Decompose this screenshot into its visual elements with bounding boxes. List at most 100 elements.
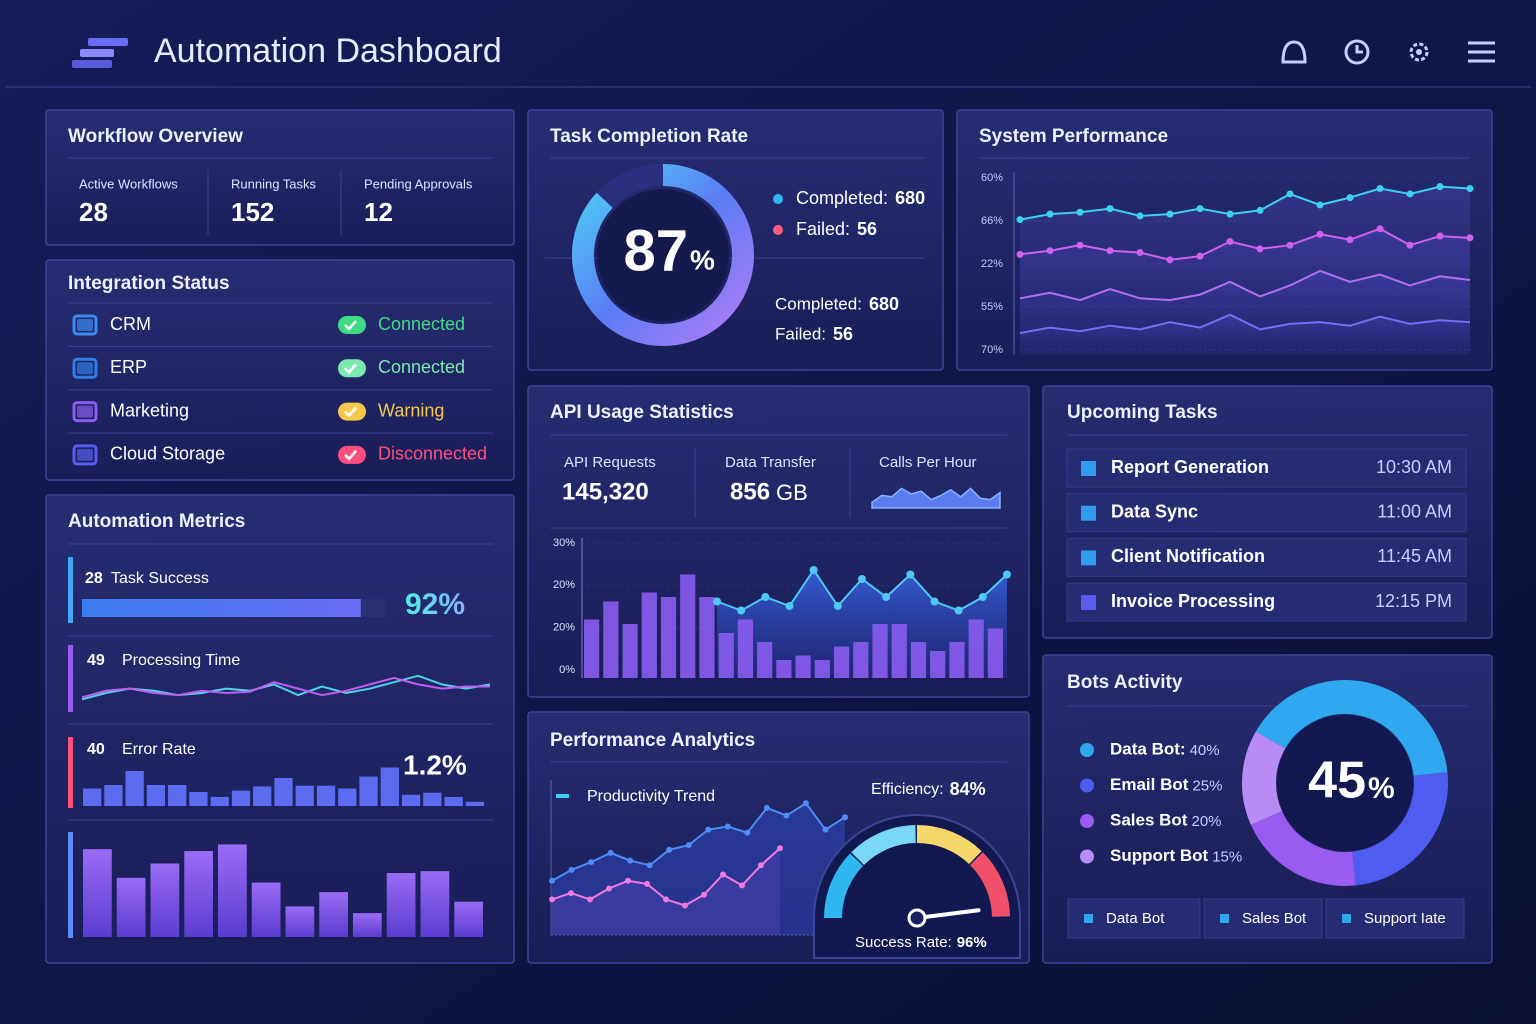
legend-dot — [1080, 743, 1094, 757]
usage-bar — [776, 660, 792, 678]
integration-name: ERP — [110, 357, 147, 377]
stat-label: Calls Per Hour — [879, 454, 977, 471]
panel-title: API Usage Statistics — [550, 402, 734, 423]
volume-bar — [454, 901, 483, 937]
status-checkbox-fill — [77, 405, 93, 418]
task-time: 11:45 AM — [1377, 546, 1452, 566]
trend-area — [552, 803, 845, 935]
bot-share: 20% — [1191, 813, 1221, 830]
series-dot — [1076, 208, 1084, 216]
panel-title: System Performance — [979, 126, 1168, 147]
error-bar — [168, 785, 187, 806]
series-dot — [1346, 194, 1354, 202]
usage-bar — [622, 624, 638, 678]
bot-name: Support Bot — [1110, 846, 1209, 865]
sparkline — [871, 487, 1001, 509]
summary-value: 680 — [869, 294, 899, 314]
trend-dot — [802, 800, 809, 807]
logo — [72, 38, 128, 68]
trend-dot — [646, 862, 653, 869]
legend-dot — [773, 225, 783, 235]
series-dot — [1226, 238, 1234, 246]
trend-dot — [685, 842, 692, 849]
status-checkbox — [72, 444, 98, 466]
error-bar — [274, 778, 293, 806]
trend-dot — [607, 849, 614, 856]
status-checkbox-fill — [77, 319, 93, 331]
usage-bar — [680, 574, 696, 678]
usage-dot — [785, 602, 794, 610]
tab-label: Support Iate — [1364, 910, 1446, 927]
trend-dot — [724, 823, 731, 830]
series-dot — [1196, 205, 1204, 213]
usage-dot — [713, 597, 721, 606]
series-dot — [1376, 184, 1384, 192]
volume-bar — [83, 849, 112, 937]
metric-value: 92% — [405, 588, 465, 621]
error-bar — [189, 792, 208, 806]
stat-value: 12 — [364, 197, 393, 227]
ring-value: 87 — [623, 218, 688, 283]
trend-dot — [720, 871, 726, 878]
usage-dot — [906, 570, 915, 579]
task-row — [1066, 448, 1467, 488]
task-icon — [1081, 595, 1096, 611]
trend-line — [81, 676, 490, 699]
volume-bar — [285, 906, 315, 937]
error-bar — [210, 796, 229, 806]
usage-dot — [858, 575, 866, 583]
series-dot — [1256, 206, 1264, 214]
series-dot — [1106, 205, 1114, 213]
error-bar — [423, 792, 442, 806]
series-dot — [1466, 184, 1474, 192]
y-tick-label: 66% — [981, 215, 1003, 227]
volume-bar — [319, 892, 348, 937]
error-bar — [465, 801, 484, 806]
task-time: 10:30 AM — [1376, 457, 1452, 477]
usage-bar — [718, 633, 734, 678]
notifications-icon[interactable] — [1281, 40, 1307, 64]
legend-value: 56 — [857, 219, 877, 239]
series-dot — [1436, 232, 1444, 240]
metric-count: 40 — [87, 741, 105, 758]
volume-bar — [218, 844, 247, 937]
usage-dot — [978, 593, 987, 601]
panel-title: Task Completion Rate — [550, 126, 748, 147]
settings-icon[interactable] — [1409, 42, 1429, 62]
series-dot — [1226, 210, 1234, 218]
trend-dot — [842, 814, 848, 821]
volume-bar — [251, 882, 281, 937]
usage-bar — [699, 597, 715, 678]
trend-dot — [705, 826, 712, 833]
menu-icon[interactable] — [1468, 41, 1495, 63]
error-bar — [380, 767, 399, 806]
legend-label: Productivity Trend — [587, 788, 715, 805]
usage-bar — [795, 655, 811, 678]
donut-segment — [1255, 680, 1448, 777]
bot-share: 15% — [1212, 848, 1242, 865]
y-tick-label: 60% — [981, 172, 1003, 184]
integration-panel — [45, 259, 515, 481]
integration-status: Connected — [378, 357, 465, 377]
accent-bar — [68, 832, 73, 938]
trend-dot — [744, 829, 751, 836]
ring-center — [597, 189, 729, 321]
legend-dot — [773, 194, 783, 204]
y-tick-label: 22% — [981, 258, 1003, 270]
volume-bar — [116, 877, 146, 937]
series-dot — [1346, 236, 1354, 244]
gauge-needle — [915, 908, 981, 920]
error-bar — [401, 794, 421, 806]
status-check — [344, 320, 357, 331]
donut-segment — [1351, 772, 1448, 886]
y-tick-label: 55% — [981, 301, 1003, 313]
task-name: Client Notification — [1111, 546, 1265, 566]
tab-icon — [1220, 914, 1229, 923]
history-icon[interactable] — [1344, 39, 1370, 65]
status-check — [344, 406, 357, 418]
donut-center — [1277, 715, 1413, 851]
series-dot — [1406, 241, 1414, 249]
series-dot — [1256, 245, 1264, 253]
stat-label: Running Tasks — [231, 176, 317, 191]
usage-bar — [584, 619, 600, 678]
